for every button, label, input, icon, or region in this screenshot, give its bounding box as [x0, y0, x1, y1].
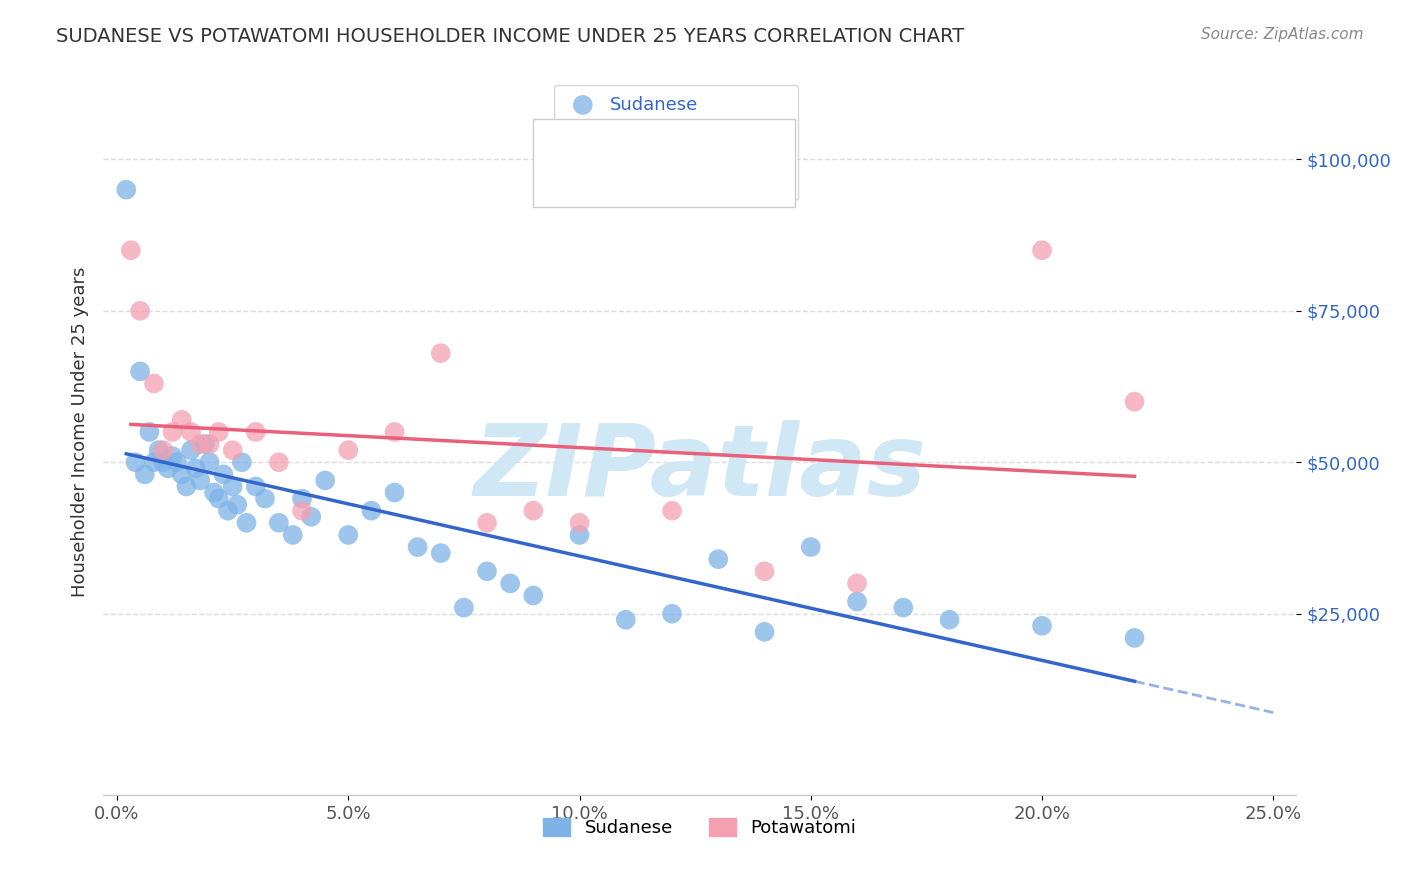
Sudanese — [198, 455, 221, 469]
Potawatomi — [188, 437, 211, 451]
Potawatomi — [120, 244, 142, 258]
Sudanese — [138, 425, 160, 439]
Sudanese — [938, 613, 960, 627]
Sudanese — [754, 624, 776, 639]
Sudanese — [360, 504, 382, 518]
Potawatomi — [129, 303, 152, 318]
Sudanese — [170, 467, 193, 482]
Potawatomi — [198, 437, 221, 451]
Text: ZIPatlas: ZIPatlas — [474, 420, 927, 516]
Potawatomi — [267, 455, 290, 469]
Sudanese — [1031, 619, 1053, 633]
Potawatomi — [337, 443, 360, 458]
Potawatomi — [384, 425, 406, 439]
Potawatomi — [245, 425, 267, 439]
Sudanese — [291, 491, 314, 506]
Potawatomi — [475, 516, 498, 530]
Sudanese — [800, 540, 823, 554]
Text: Source: ZipAtlas.com: Source: ZipAtlas.com — [1201, 27, 1364, 42]
Sudanese — [891, 600, 914, 615]
Sudanese — [475, 564, 498, 578]
Potawatomi — [208, 425, 231, 439]
Potawatomi — [291, 504, 314, 518]
Sudanese — [384, 485, 406, 500]
Sudanese — [129, 364, 152, 378]
Sudanese — [453, 600, 475, 615]
Sudanese — [202, 485, 225, 500]
Sudanese — [314, 474, 336, 488]
Potawatomi — [846, 576, 869, 591]
Potawatomi — [170, 413, 193, 427]
Potawatomi — [1031, 244, 1053, 258]
Sudanese — [568, 528, 591, 542]
Sudanese — [1123, 631, 1146, 645]
Sudanese — [176, 479, 198, 493]
Sudanese — [115, 183, 138, 197]
Sudanese — [846, 594, 869, 608]
Sudanese — [614, 613, 637, 627]
Potawatomi — [661, 504, 683, 518]
Potawatomi — [1123, 394, 1146, 409]
Sudanese — [245, 479, 267, 493]
Sudanese — [124, 455, 146, 469]
Potawatomi — [152, 443, 174, 458]
Sudanese — [194, 437, 217, 451]
Sudanese — [522, 589, 544, 603]
Sudanese — [499, 576, 522, 591]
Sudanese — [134, 467, 156, 482]
Text: SUDANESE VS POTAWATOMI HOUSEHOLDER INCOME UNDER 25 YEARS CORRELATION CHART: SUDANESE VS POTAWATOMI HOUSEHOLDER INCOM… — [56, 27, 965, 45]
Sudanese — [143, 455, 166, 469]
Sudanese — [661, 607, 683, 621]
Sudanese — [406, 540, 429, 554]
Potawatomi — [180, 425, 202, 439]
Sudanese — [162, 449, 184, 463]
Potawatomi — [754, 564, 776, 578]
Sudanese — [152, 455, 174, 469]
Sudanese — [707, 552, 730, 566]
Potawatomi — [143, 376, 166, 391]
Sudanese — [231, 455, 253, 469]
Sudanese — [299, 509, 322, 524]
Potawatomi — [162, 425, 184, 439]
Sudanese — [221, 479, 243, 493]
Sudanese — [337, 528, 360, 542]
Sudanese — [184, 461, 207, 475]
Sudanese — [253, 491, 276, 506]
Sudanese — [281, 528, 304, 542]
Potawatomi — [221, 443, 243, 458]
Sudanese — [267, 516, 290, 530]
Y-axis label: Householder Income Under 25 years: Householder Income Under 25 years — [72, 267, 89, 597]
Sudanese — [235, 516, 257, 530]
Sudanese — [212, 467, 235, 482]
Sudanese — [180, 443, 202, 458]
Sudanese — [156, 461, 179, 475]
Sudanese — [429, 546, 451, 560]
Sudanese — [148, 443, 170, 458]
Potawatomi — [568, 516, 591, 530]
Potawatomi — [429, 346, 451, 360]
Legend: Sudanese, Potawatomi: Sudanese, Potawatomi — [536, 811, 863, 845]
Sudanese — [188, 474, 211, 488]
Sudanese — [217, 504, 239, 518]
Sudanese — [226, 498, 249, 512]
Sudanese — [208, 491, 231, 506]
Potawatomi — [522, 504, 544, 518]
FancyBboxPatch shape — [533, 120, 796, 207]
Sudanese — [166, 455, 188, 469]
